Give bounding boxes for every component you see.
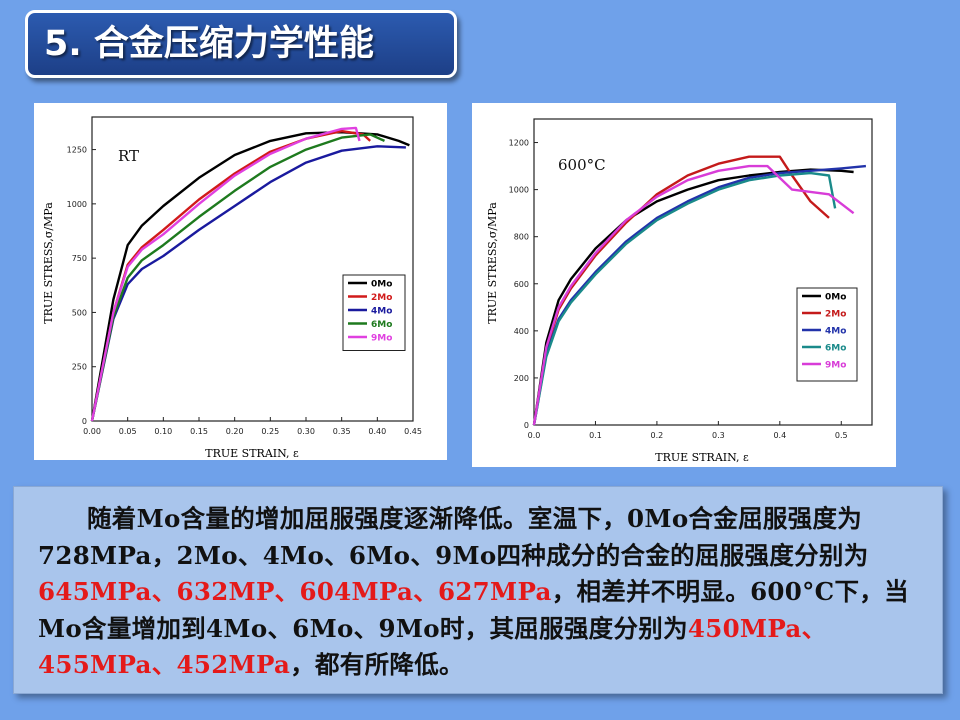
y-tick-label: 1200: [509, 139, 529, 148]
legend-label-9Mo: 9Mo: [825, 361, 846, 371]
legend-label-0Mo: 0Mo: [371, 280, 392, 290]
legend-label-6Mo: 6Mo: [371, 320, 392, 330]
highlight-values: 450MPa、455MPa、452MPa: [38, 613, 827, 680]
legend-label-6Mo: 6Mo: [825, 344, 846, 354]
y-tick-label: 1000: [509, 186, 529, 195]
series-line-9Mo: [90, 126, 361, 422]
y-tick-label: 500: [72, 308, 87, 317]
highlight-values: 645MPa、632MP、604MPa、627MPa: [38, 577, 552, 606]
y-tick-label: 0: [524, 421, 529, 430]
y-tick-label: 250: [72, 363, 87, 372]
plot-frame: [533, 118, 873, 426]
paragraph-text: ，都有所降低。: [290, 650, 464, 679]
chart-panel-600c: 0.0 0.1 0.2 0.3 0.4 0.5 0 200 400 600 800 1000 1200 T…: [472, 103, 896, 467]
x-tick-label: 0.45: [404, 427, 422, 436]
paragraph-text: ，相差并不明显。600°C下，当Mo含量增加到4Mo、6Mo、9Mo时，其屈服强…: [38, 577, 909, 643]
legend-label-0Mo: 0Mo: [825, 293, 846, 303]
y-tick-label: 1000: [67, 200, 87, 209]
x-tick-label: 0.5: [835, 431, 848, 440]
x-tick-label: 0.15: [190, 427, 208, 436]
series-line-6Mo: [532, 171, 837, 426]
series-line-0Mo: [90, 131, 410, 422]
x-tick-label: 0.00: [83, 427, 101, 436]
x-tick-label: 0.05: [119, 427, 137, 436]
legend-label-4Mo: 4Mo: [825, 327, 846, 337]
y-tick-label: 0: [82, 417, 87, 426]
chart-panel-rt: 0.00 0.05 0.10 0.15 0.20 0.25 0.30 0.35 0.40 0.45…: [34, 103, 447, 460]
x-tick-label: 0.0: [528, 431, 541, 440]
legend-label-4Mo: 4Mo: [371, 307, 392, 317]
x-tick-label: 0.2: [651, 431, 664, 440]
x-tick-label: 0.10: [154, 427, 172, 436]
temperature-annotation: RT: [118, 147, 139, 165]
y-tick-label: 800: [514, 233, 529, 242]
x-tick-label: 0.25: [261, 427, 279, 436]
slide-title: 5. 合金压缩力学性能: [44, 24, 374, 64]
title-box: 5. 合金压缩力学性能: [25, 10, 457, 78]
legend-box: [796, 287, 858, 382]
y-tick-label: 600: [514, 280, 529, 289]
y-axis-label: TRUE STRESS,σ/MPa: [42, 202, 55, 324]
series-line-6Mo: [90, 133, 385, 422]
description-box: 随着Mo含量的增加屈服强度逐渐降低。室温下，0Mo合金屈服强度为728MPa，2…: [13, 486, 943, 694]
chart-600c: 0.0 0.1 0.2 0.3 0.4 0.5 0 200 400 600 800 1000 1200 T…: [486, 118, 873, 464]
x-tick-label: 0.1: [589, 431, 602, 440]
x-tick-label: 0.20: [226, 427, 244, 436]
x-tick-label: 0.40: [368, 427, 386, 436]
legend-label-9Mo: 9Mo: [371, 334, 392, 344]
description-paragraph: 随着Mo含量的增加屈服强度逐渐降低。室温下，0Mo合金屈服强度为728MPa，2…: [38, 501, 920, 684]
legend-label-2Mo: 2Mo: [825, 310, 846, 320]
plot-frame: [91, 116, 414, 422]
paragraph-text: 随着Mo含量的增加屈服强度逐渐降低。室温下，0Mo合金屈服强度为728MPa，2…: [38, 504, 869, 570]
x-tick-label: 0.4: [773, 431, 786, 440]
legend-label-2Mo: 2Mo: [371, 293, 392, 303]
x-tick-label: 0.35: [333, 427, 351, 436]
x-tick-label: 0.30: [297, 427, 315, 436]
y-tick-label: 750: [72, 254, 87, 263]
x-tick-label: 0.3: [712, 431, 725, 440]
chart-rt: 0.00 0.05 0.10 0.15 0.20 0.25 0.30 0.35 0.40 0.45…: [42, 116, 422, 460]
series-line-4Mo: [532, 164, 867, 426]
y-axis-label: TRUE STRESS,σ/MPa: [486, 202, 499, 324]
series-line-4Mo: [90, 145, 406, 422]
x-axis-label: TRUE STRAIN, ε: [205, 447, 299, 460]
x-axis-label: TRUE STRAIN, ε: [655, 451, 749, 464]
temperature-annotation: 600°C: [558, 156, 606, 174]
series-line-9Mo: [532, 164, 855, 426]
y-tick-label: 1250: [67, 146, 87, 155]
y-tick-label: 200: [514, 374, 529, 383]
y-tick-label: 400: [514, 327, 529, 336]
